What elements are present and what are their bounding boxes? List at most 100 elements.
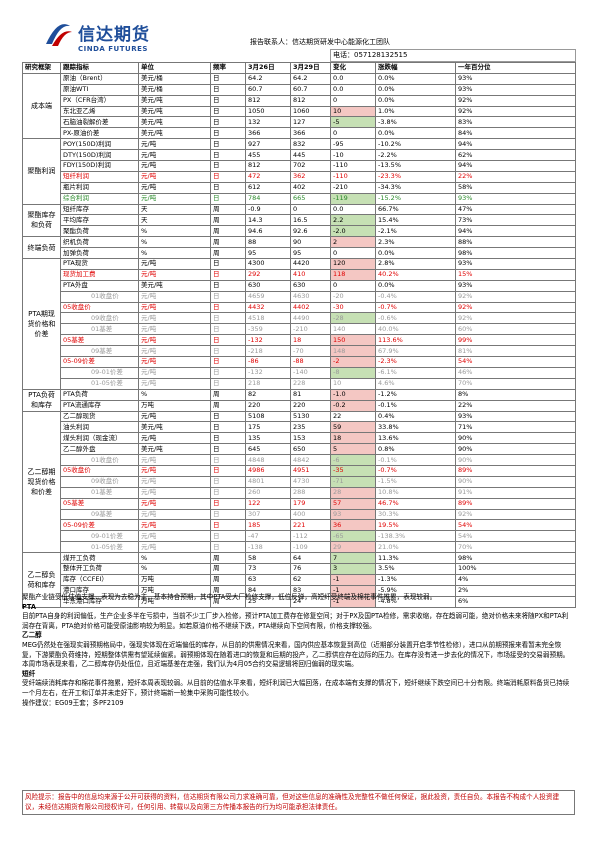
cell: 93% xyxy=(455,258,576,270)
cell: 90% xyxy=(455,432,576,445)
cell: 10.8% xyxy=(375,486,456,499)
cell: -0.6% xyxy=(375,312,456,325)
cell: 乙二醇现货 xyxy=(60,410,139,423)
cell: 日 xyxy=(210,312,246,325)
logo-icon xyxy=(46,24,72,46)
cell: 05基差 xyxy=(60,497,139,510)
table-row: 乙二醇负荷和库存 煤开工负荷% 周 58 64 7 11.3% 98% xyxy=(22,552,576,608)
cell: -10.2% xyxy=(375,138,456,151)
cell: 4518 xyxy=(245,312,291,325)
cell: 元/吨 xyxy=(138,290,211,303)
cell: 927 xyxy=(245,138,291,151)
table-row: 01-05价差 元/吨日 -138 -109 29 21.0% 70% xyxy=(23,541,576,554)
cell: 0.0% xyxy=(375,94,456,107)
group-label: 终端负荷 xyxy=(22,236,61,260)
cell: 短纤利润 xyxy=(60,170,139,183)
cell: -23.3% xyxy=(375,170,456,183)
cell: 日 xyxy=(210,149,246,162)
cell: 日 xyxy=(210,170,246,183)
cell: 日 xyxy=(210,279,246,292)
cell: -35 xyxy=(330,464,376,477)
cell: 0.0 xyxy=(330,83,376,96)
cell: 周 xyxy=(210,562,246,575)
table-row: 成本端 原油（Brent） 美元/桶日 64.2 64.2 0.0 0.0% 93% xyxy=(22,72,576,140)
cell: 94% xyxy=(455,160,576,172)
table-row: 01收盘价 元/吨日 4848 4842 -6 -0.1% 90% xyxy=(23,454,576,466)
cell: 57 xyxy=(330,497,376,510)
cell: 3 xyxy=(330,562,376,575)
cell: 113.6% xyxy=(375,334,456,347)
cell: 煤头利润（现金流） xyxy=(60,432,139,445)
section-title: 乙二醇 xyxy=(22,631,42,640)
cell: 73% xyxy=(455,214,576,227)
cell: 01收盘价 xyxy=(60,454,139,466)
cell: 天 xyxy=(138,214,211,227)
cell: 日 xyxy=(210,356,246,368)
cell: -10 xyxy=(330,149,376,162)
cell: 日 xyxy=(210,83,246,96)
cell: -132 xyxy=(245,334,291,347)
cell: 日 xyxy=(210,290,246,303)
table-body: 成本端 原油（Brent） 美元/桶日 64.2 64.2 0.0 0.0% 93% 原油WTI… xyxy=(22,72,576,608)
cell: 美元/吨 xyxy=(138,421,211,434)
cell: 3.5% xyxy=(375,562,456,575)
cell: DTY(150D)利润 xyxy=(60,149,139,162)
cell: 短纤库存 xyxy=(60,203,139,216)
paragraph: 目前PTA自身的利润偏低，生产企业多半在亏损中，当前不少工厂步入检修，预计PTA… xyxy=(22,612,569,630)
table-row: 平均库存天周 14.3 16.5 2.2 15.4% 73% xyxy=(23,214,576,227)
cell: 5 xyxy=(330,443,376,456)
cell: 307 xyxy=(245,508,291,521)
cell: 100% xyxy=(455,562,576,575)
paragraph: 受纤端续消耗库存和棉花事件拖累，短纤本周表现较弱。从目前的估值水平来看，短纤利润… xyxy=(22,679,570,697)
cell: % xyxy=(138,225,211,238)
column-header: 一年百分位 xyxy=(455,62,576,74)
cell: -5 xyxy=(330,116,376,129)
cell: 0 xyxy=(290,203,331,216)
cell: 日 xyxy=(210,464,246,477)
cell: 周 xyxy=(210,552,246,564)
cell: 日 xyxy=(210,486,246,499)
cell: -1 xyxy=(330,573,376,586)
cell: 01收盘价 xyxy=(60,290,139,303)
cell: POY(150D)利润 xyxy=(60,138,139,151)
cell: -110 xyxy=(330,160,376,172)
table-row: PX-原油价差 美元/吨日 366 366 0 0.0% 84% xyxy=(23,127,576,140)
cell: -2 xyxy=(330,356,376,368)
cell: 148 xyxy=(330,345,376,358)
cell: 织机负荷 xyxy=(60,236,139,249)
cell: FDY(150D)利润 xyxy=(60,160,139,172)
cell: -15.2% xyxy=(375,192,456,205)
table-row: 05基差 元/吨日 -132 18 150 113.6% 99% xyxy=(23,334,576,347)
table-row: PX（CFR台湾） 美元/吨日 812 812 0 0.0% 92% xyxy=(23,94,576,107)
table-row: 聚酯库存和负荷 短纤库存天周 -0.9 0 0.0 66.7% 47% xyxy=(22,203,576,238)
cell: 元/吨 xyxy=(138,464,211,477)
cell: 88% xyxy=(455,236,576,249)
cell: 石脑油裂解价差 xyxy=(60,116,139,129)
cell: 元/吨 xyxy=(138,530,211,543)
cell: 01-05价差 xyxy=(60,377,139,390)
cell: 美元/吨 xyxy=(138,105,211,118)
cell: 元/吨 xyxy=(138,519,211,532)
table-row: PTA流通库存 万吨周 220 220 -0.2 -0.1% 22% xyxy=(23,399,576,412)
cell: 94.6 xyxy=(245,225,291,238)
cell: 日 xyxy=(210,508,246,521)
paragraph: MEG仍然处在强现实弱预期格局中，强现实体现在近端偏低的库存，从目前的供需情况来… xyxy=(22,640,570,669)
cell: 62% xyxy=(455,149,576,162)
cell: 油头利润 xyxy=(60,421,139,434)
cell: 47% xyxy=(455,203,576,216)
cell: 库存（CCFEI） xyxy=(60,573,139,586)
cell: 4490 xyxy=(290,312,331,325)
cell: -0.1% xyxy=(375,454,456,466)
cell: 16.5 xyxy=(290,214,331,227)
column-header: 3月26日 xyxy=(245,62,291,74)
cell: -2.0 xyxy=(330,225,376,238)
cell: -140 xyxy=(290,366,331,379)
cell: 美元/吨 xyxy=(138,127,211,140)
cell: 日 xyxy=(210,541,246,554)
cell: 812 xyxy=(245,160,291,172)
cell: 周 xyxy=(210,399,246,412)
cell: 周 xyxy=(210,214,246,227)
cell: 98% xyxy=(455,552,576,564)
cell: 09收盘价 xyxy=(60,312,139,325)
cell: 1050 xyxy=(245,105,291,118)
